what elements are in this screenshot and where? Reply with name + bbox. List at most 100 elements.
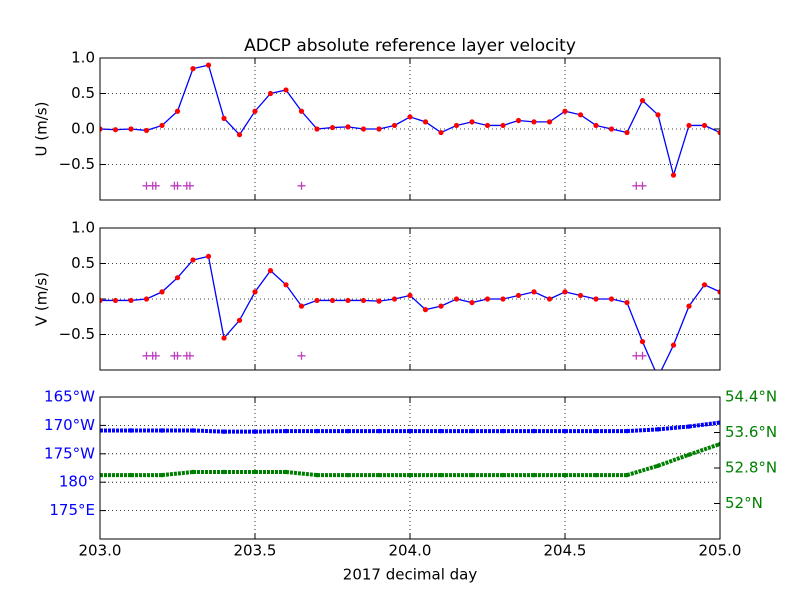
flag-marker [173,181,182,190]
y-tick-label: 180° [59,473,95,491]
data-point [593,122,599,129]
data-point [624,129,630,136]
data-point [484,296,491,302]
data-point [469,299,475,306]
y-tick-label: 1.0 [71,219,95,237]
data-point [500,122,506,129]
data-point [221,335,227,341]
y-tick-label: 0.5 [71,84,95,102]
track-segment [161,470,194,478]
data-point [159,122,165,129]
data-point [314,297,320,304]
data-point [143,296,150,302]
data-point [329,297,336,304]
data-point [112,127,119,133]
data-point [500,296,506,302]
y2-tick-label: 54.4°N [725,388,777,406]
y2-tick-label: 53.6°N [725,423,777,441]
data-point [608,126,615,132]
data-point [100,126,103,132]
data-point [422,119,429,125]
track-segment [285,470,318,478]
x-axis-label: 2017 decimal day [343,566,478,584]
data-point [593,296,599,302]
data-point [236,317,243,323]
plot-area [100,62,720,190]
data-point [128,297,134,304]
data-point [577,112,584,118]
data-point [236,132,243,138]
data-point [469,119,475,125]
data-point [407,292,413,299]
data-point [298,303,305,309]
data-point [221,115,227,121]
flag-marker [297,181,306,190]
x-tick-label: 204.0 [389,542,432,560]
track-segment [254,429,287,434]
data-point [267,90,274,97]
data-point [283,282,289,288]
data-point [453,122,460,129]
flag-marker [297,351,306,360]
data-point [174,108,181,114]
data-point [112,297,119,304]
data-point [391,122,398,129]
y-tick-label: 175°E [49,501,95,519]
y2-tick-label: 52.8°N [725,459,777,477]
flag-marker [151,351,160,360]
data-point [438,129,444,136]
flag-marker [185,181,194,190]
x-tick-label: 203.0 [79,542,122,560]
data-point [670,342,677,348]
data-point [205,62,212,68]
data-point [639,339,646,345]
data-point [670,172,677,178]
x-tick-label: 205.0 [699,542,742,560]
data-point [655,112,661,118]
data-point [686,303,692,309]
data-point [267,268,274,274]
data-point [639,98,646,104]
data-point [298,108,305,114]
data-point [283,87,289,93]
flag-marker [638,181,647,190]
plot-frame [99,396,721,540]
flag-marker [173,351,182,360]
x-tick-label: 203.5 [234,542,277,560]
data-point [608,296,615,302]
y-tick-label: 0.5 [71,254,95,272]
plot-frame [99,57,721,201]
data-point [701,122,708,129]
chart-title: ADCP absolute reference layer velocity [244,36,576,56]
y-tick-label: 170°W [44,416,95,434]
data-point [174,275,181,281]
data-point [515,117,522,124]
data-point [143,127,150,134]
y-axis-label: U (m/s) [33,102,51,157]
data-point [100,297,103,304]
data-point [360,126,367,132]
data-point [655,375,660,380]
data-point [531,289,537,295]
data-point [701,282,708,288]
track-segment [657,424,690,432]
data-point [717,129,720,136]
y-tick-label: 165°W [44,388,95,406]
data-point [205,253,212,259]
plot-area [100,420,720,478]
data-point [391,296,398,302]
x-tick-label: 204.5 [544,542,587,560]
flag-marker [638,351,647,360]
data-point [252,289,258,295]
data-point [190,257,196,263]
plot-frame [99,227,721,371]
y-axis-label: V (m/s) [33,272,51,326]
y-tick-label: 1.0 [71,49,95,67]
plot-area [100,253,720,380]
data-point [438,303,444,309]
data-point [128,126,134,132]
data-point [546,119,553,125]
y-tick-label: 0.0 [71,120,95,138]
data-point [376,126,382,132]
track-segment [688,442,720,457]
